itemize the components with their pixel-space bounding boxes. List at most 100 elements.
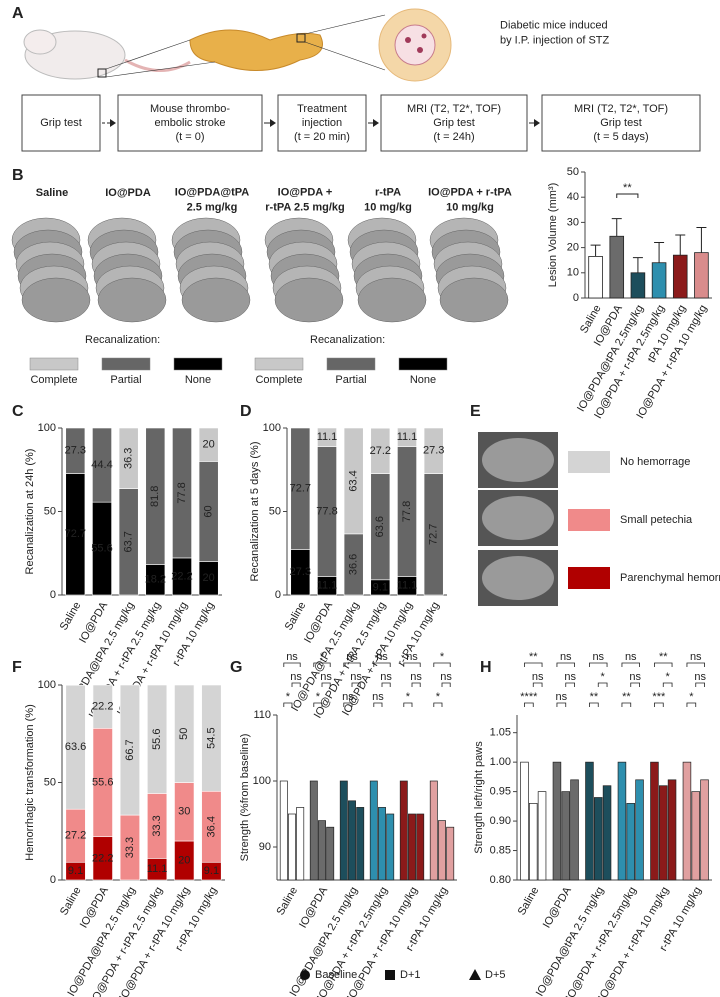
sig-label: ** [529, 651, 538, 663]
legend-label: Complete [30, 374, 77, 386]
flow-text: (t = 5 days) [593, 131, 648, 143]
panel-letter: G [230, 659, 242, 676]
data-label: 20 [203, 439, 215, 451]
y-axis-label: Recanalization at 5 days (%) [249, 441, 261, 581]
data-label: 11.1 [397, 580, 418, 592]
flow-box [541, 94, 701, 152]
group-label: 10 mg/kg [364, 201, 412, 213]
y-tick-label: 0.80 [490, 874, 511, 886]
legend-swatch [254, 357, 304, 371]
flow-box [380, 94, 528, 152]
sig-label: * [440, 651, 445, 663]
sig-label: * [601, 671, 606, 683]
sig-bracket [441, 682, 451, 687]
sig-bracket [616, 193, 639, 198]
bar [348, 800, 356, 881]
x-tick-label: Saline [58, 885, 84, 917]
y-tick-label: 100 [38, 679, 56, 691]
bar [658, 785, 668, 881]
illustration [23, 8, 452, 82]
sig-label: ns [690, 651, 702, 663]
panel-letter: D [240, 403, 252, 420]
bar [386, 813, 395, 881]
legend-swatch [173, 357, 223, 371]
bar [593, 797, 603, 881]
y-axis-label: Hemorrhagic transformation (%) [24, 704, 36, 861]
flow-text: (t = 24h) [433, 131, 474, 143]
data-label: 11.1 [397, 431, 418, 443]
sig-bracket [373, 702, 383, 707]
sig-label: ** [659, 651, 668, 663]
brain-slice [274, 277, 344, 323]
legend-label: Complete [255, 374, 302, 386]
bar [694, 252, 709, 299]
y-tick-label: 0.95 [490, 786, 511, 798]
sig-label: **** [520, 691, 538, 703]
bar-segment [290, 427, 311, 550]
flow-text: (t = 0) [175, 131, 204, 143]
data-label: 30 [178, 806, 190, 818]
y-tick-label: 1.05 [490, 727, 511, 739]
data-label: 22.2 [171, 570, 192, 582]
data-label: 9.1 [68, 865, 83, 877]
bar-segment [92, 427, 112, 503]
bar-segment [317, 427, 337, 447]
data-label: 66.7 [124, 739, 136, 760]
sig-label: ns [372, 691, 384, 703]
x-tick-label: Saline [516, 885, 542, 917]
bar [309, 780, 318, 881]
data-label: 9.1 [204, 865, 219, 877]
sig-bracket [532, 682, 543, 687]
legend-label: Baseline [315, 969, 357, 981]
mri-brain [482, 496, 554, 540]
sig-label: ns [556, 691, 568, 703]
legend-swatch [568, 451, 610, 473]
error-bar [654, 242, 665, 263]
panel-letter: C [12, 403, 24, 420]
bar [552, 761, 562, 881]
legend-label: None [410, 374, 436, 386]
flow-box [117, 94, 263, 152]
x-tick-label: Saline [283, 600, 309, 632]
bar [318, 820, 326, 881]
data-label: 27.3 [290, 566, 311, 578]
bar [626, 803, 635, 881]
sig-label: ** [590, 691, 599, 703]
panel-letter: E [470, 403, 481, 420]
sig-bracket [524, 662, 543, 667]
data-label: 9.1 [373, 581, 388, 593]
y-tick-label: 20 [567, 242, 579, 254]
sig-label: ns [380, 671, 392, 683]
sig-bracket [283, 702, 293, 707]
data-label: 55.6 [151, 728, 163, 749]
flow-text: Mouse thrombo- [150, 103, 230, 115]
sig-label: ns [694, 671, 706, 683]
sig-label: * [666, 671, 671, 683]
y-tick-label: 50 [44, 505, 56, 517]
data-label: 27.2 [65, 830, 86, 842]
legend-swatch [101, 357, 151, 371]
legend-label: Partial [110, 374, 141, 386]
sig-bracket [351, 682, 361, 687]
data-label: 27.3 [423, 445, 444, 457]
y-axis-label: Strength left/right paws [473, 741, 485, 854]
bar [682, 761, 692, 881]
flow-box [277, 94, 367, 152]
y-tick-label: 40 [567, 191, 579, 203]
sig-bracket [411, 682, 421, 687]
group-label: 2.5 mg/kg [187, 201, 238, 213]
y-tick-label: 1.00 [490, 756, 511, 768]
panel-letter: B [12, 167, 24, 184]
group-label: 10 mg/kg [446, 201, 494, 213]
y-axis-label: Strength (%from baseline) [239, 734, 251, 862]
sig-label: * [286, 691, 291, 703]
y-tick-label: 0 [50, 589, 56, 601]
note: by I.P. injection of STZ [500, 34, 610, 46]
bar [651, 262, 667, 299]
bar [617, 761, 627, 881]
bar [588, 256, 603, 299]
sig-bracket [283, 662, 301, 667]
panel-letter: F [12, 659, 22, 676]
legend-label: D+1 [400, 969, 421, 981]
